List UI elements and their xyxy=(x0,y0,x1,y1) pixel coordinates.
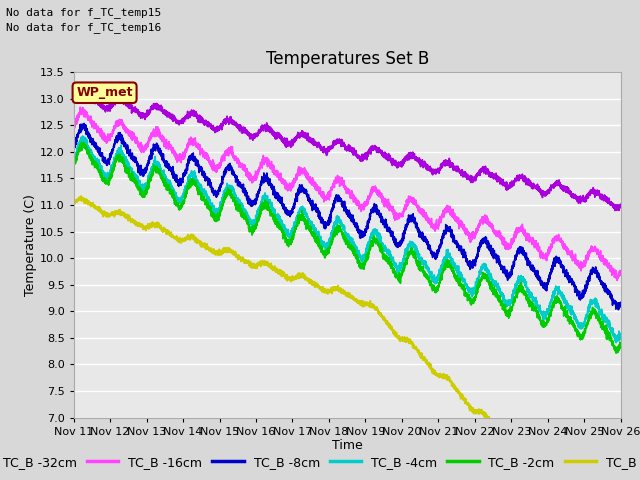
TC_B +4cm xyxy=(70,197,77,203)
Text: WP_met: WP_met xyxy=(76,86,133,99)
TC_B -2cm xyxy=(588,309,595,314)
TC_B -16cm xyxy=(594,249,602,254)
Line: TC_B +4cm: TC_B +4cm xyxy=(74,196,621,475)
TC_B -2cm xyxy=(470,299,477,305)
TC_B -16cm xyxy=(470,233,477,239)
TC_B -16cm xyxy=(613,277,621,283)
TC_B -4cm xyxy=(588,300,595,305)
TC_B -2cm xyxy=(594,314,602,320)
TC_B -32cm xyxy=(77,86,85,92)
TC_B +4cm xyxy=(612,472,620,478)
Line: TC_B -16cm: TC_B -16cm xyxy=(74,107,621,280)
TC_B +4cm xyxy=(329,288,337,294)
Text: No data for f_TC_temp16: No data for f_TC_temp16 xyxy=(6,22,162,33)
TC_B -4cm xyxy=(612,340,620,346)
TC_B -8cm xyxy=(470,258,477,264)
TC_B -32cm xyxy=(329,144,337,150)
TC_B -2cm xyxy=(485,280,493,286)
TC_B -32cm xyxy=(588,189,595,194)
TC_B -32cm xyxy=(256,127,264,133)
TC_B -8cm xyxy=(614,307,622,312)
TC_B -16cm xyxy=(485,222,493,228)
TC_B -32cm xyxy=(594,190,602,196)
TC_B -8cm xyxy=(70,149,77,155)
Y-axis label: Temperature (C): Temperature (C) xyxy=(24,194,37,296)
TC_B -32cm xyxy=(485,172,493,178)
TC_B -4cm xyxy=(70,158,77,164)
TC_B -16cm xyxy=(588,246,595,252)
TC_B +4cm xyxy=(588,454,595,459)
TC_B -4cm xyxy=(594,303,602,309)
TC_B -8cm xyxy=(80,120,88,126)
Line: TC_B -8cm: TC_B -8cm xyxy=(74,123,621,310)
TC_B -32cm xyxy=(470,175,477,180)
TC_B +4cm xyxy=(77,193,85,199)
TC_B +4cm xyxy=(470,411,477,417)
TC_B -4cm xyxy=(617,334,625,340)
TC_B -8cm xyxy=(594,273,602,278)
X-axis label: Time: Time xyxy=(332,439,363,453)
Line: TC_B -4cm: TC_B -4cm xyxy=(74,136,621,343)
TC_B -4cm xyxy=(470,291,477,297)
TC_B -4cm xyxy=(329,227,337,233)
TC_B -32cm xyxy=(70,98,77,104)
TC_B +4cm xyxy=(485,414,493,420)
Line: TC_B -2cm: TC_B -2cm xyxy=(74,142,621,353)
TC_B -8cm xyxy=(485,247,493,253)
TC_B -4cm xyxy=(79,133,86,139)
TC_B -32cm xyxy=(617,203,625,209)
TC_B -2cm xyxy=(612,350,620,356)
Text: No data for f_TC_temp15: No data for f_TC_temp15 xyxy=(6,7,162,18)
TC_B -16cm xyxy=(76,104,84,110)
Title: Temperatures Set B: Temperatures Set B xyxy=(266,49,429,68)
TC_B -16cm xyxy=(70,125,77,131)
TC_B -16cm xyxy=(617,272,625,278)
TC_B -16cm xyxy=(329,183,337,189)
TC_B -2cm xyxy=(617,343,625,349)
TC_B -4cm xyxy=(485,270,493,276)
TC_B -2cm xyxy=(256,215,264,220)
TC_B +4cm xyxy=(617,468,625,474)
TC_B +4cm xyxy=(594,455,602,461)
TC_B -8cm xyxy=(256,186,264,192)
TC_B +4cm xyxy=(256,261,264,266)
TC_B -8cm xyxy=(588,270,595,276)
TC_B -2cm xyxy=(70,168,77,174)
Line: TC_B -32cm: TC_B -32cm xyxy=(74,89,621,211)
TC_B -8cm xyxy=(329,206,337,212)
TC_B -4cm xyxy=(256,204,264,209)
TC_B -8cm xyxy=(617,302,625,308)
TC_B -16cm xyxy=(256,166,264,171)
TC_B -2cm xyxy=(329,237,337,242)
TC_B -2cm xyxy=(77,139,85,145)
TC_B -32cm xyxy=(611,208,619,214)
Legend: TC_B -32cm, TC_B -16cm, TC_B -8cm, TC_B -4cm, TC_B -2cm, TC_B +4cm: TC_B -32cm, TC_B -16cm, TC_B -8cm, TC_B … xyxy=(0,451,640,474)
